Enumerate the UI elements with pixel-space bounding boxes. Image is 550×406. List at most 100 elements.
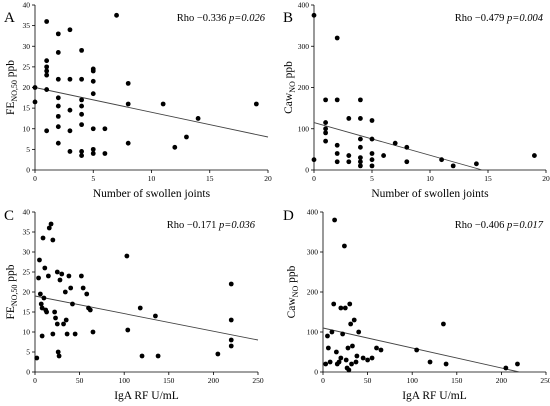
data-point [80, 285, 86, 291]
y-tick-label: 100 [307, 328, 319, 337]
data-point [139, 353, 145, 359]
data-point [228, 343, 234, 349]
data-point [70, 301, 75, 307]
x-tick-label: 10 [426, 174, 434, 183]
data-point [172, 144, 178, 150]
data-point [44, 72, 50, 78]
x-tick-label: 20 [542, 174, 550, 183]
data-point [365, 357, 370, 363]
x-tick-label: 50 [76, 376, 84, 385]
data-point [87, 307, 93, 313]
x-tick-label: 15 [484, 174, 492, 183]
data-point [369, 163, 375, 169]
data-point [338, 355, 344, 361]
data-point [55, 140, 61, 146]
data-point [55, 31, 61, 37]
data-point [48, 221, 54, 227]
data-point [369, 355, 375, 361]
data-point [532, 153, 537, 158]
data-point [53, 315, 58, 321]
stat-annotation: Rho −0.479 p=0.004 [455, 13, 544, 24]
panel-letter: B [283, 10, 293, 26]
stat-rho: Rho −0.406 [455, 220, 505, 231]
y-tick-label: 15 [23, 104, 31, 113]
data-point [38, 301, 44, 307]
data-point [334, 97, 340, 103]
data-point [42, 265, 48, 271]
y-tick-label: 0 [26, 368, 30, 377]
x-axis-label: IgA RF U/mL [114, 390, 179, 402]
data-point [346, 153, 352, 158]
data-point [228, 281, 234, 287]
data-point [153, 313, 158, 319]
data-point [343, 357, 349, 363]
data-point [36, 275, 41, 281]
data-point [41, 295, 47, 301]
y-tick-label: 30 [23, 42, 31, 51]
x-tick-label: 15 [206, 174, 214, 183]
data-point [50, 331, 56, 337]
data-point [342, 305, 348, 311]
data-point [125, 327, 131, 333]
data-point [79, 103, 84, 109]
data-point [64, 331, 70, 337]
stat-p: p=0.026 [228, 13, 266, 24]
y-tick-label: 35 [23, 21, 31, 30]
data-point [358, 97, 363, 103]
data-point [334, 151, 340, 156]
data-point [137, 305, 143, 311]
data-point [348, 321, 354, 327]
data-point [336, 359, 342, 365]
data-point [78, 273, 84, 279]
data-point [360, 355, 366, 361]
x-tick-label: 0 [33, 174, 37, 183]
data-point [34, 355, 40, 361]
stat-annotation: Rho −0.336 p=0.026 [177, 13, 266, 24]
stat-rho: Rho −0.171 [167, 220, 217, 231]
data-point [353, 359, 359, 365]
data-point [195, 116, 201, 121]
y-tick-label: 0 [26, 166, 30, 175]
y-tick-label: 25 [23, 268, 31, 277]
y-axis-label: CawNO ppb [283, 61, 297, 114]
data-point [37, 291, 43, 297]
data-point [327, 359, 333, 365]
trend-line [322, 327, 520, 373]
data-point [79, 97, 84, 103]
data-point [67, 107, 73, 113]
data-point [334, 35, 340, 41]
data-point [55, 76, 61, 82]
data-point [381, 153, 386, 158]
data-point [67, 27, 73, 33]
data-point [55, 349, 61, 355]
data-point [311, 12, 317, 18]
y-tick-label: 200 [307, 288, 319, 297]
data-point [90, 68, 96, 74]
x-tick-label: 200 [208, 376, 220, 385]
data-point [358, 144, 363, 150]
data-point [55, 95, 61, 101]
y-tick-label: 0 [314, 368, 318, 377]
data-point [441, 321, 446, 327]
data-point [79, 122, 84, 128]
data-point [350, 343, 355, 349]
data-point [346, 159, 352, 165]
data-point [333, 349, 339, 355]
data-point [39, 333, 45, 339]
data-point [44, 58, 50, 64]
data-point [342, 243, 347, 249]
x-tick-label: 5 [91, 174, 95, 183]
y-tick-label: 0 [305, 166, 309, 175]
stat-p: p=0.036 [218, 220, 256, 231]
y-tick-label: 20 [23, 83, 31, 92]
data-point [79, 111, 84, 117]
stat-annotation: Rho −0.171 p=0.036 [167, 220, 256, 231]
data-point [44, 64, 50, 70]
data-point [79, 149, 84, 154]
y-tick-label: 10 [23, 328, 31, 337]
data-point [450, 163, 456, 169]
data-point [414, 347, 420, 353]
data-point [44, 128, 50, 134]
